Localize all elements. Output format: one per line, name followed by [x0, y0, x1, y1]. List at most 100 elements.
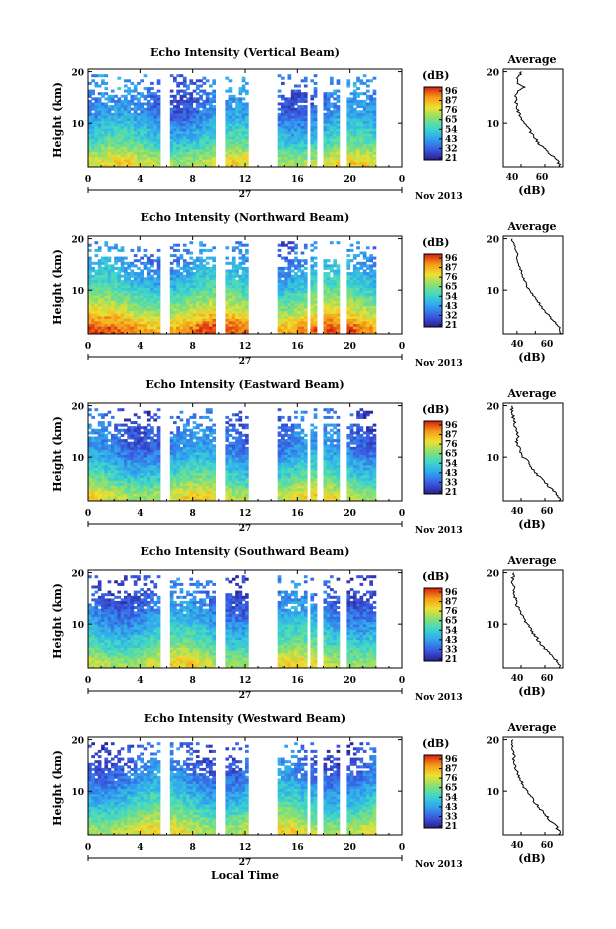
- heatmap-cell: [137, 287, 141, 291]
- heatmap-cell: [241, 290, 246, 294]
- heatmap-cell: [346, 295, 351, 299]
- heatmap-cell: [294, 146, 298, 150]
- heatmap-cell: [336, 97, 341, 101]
- heatmap-cell: [362, 287, 367, 291]
- heatmap-cell: [235, 99, 239, 103]
- heatmap-cell: [202, 313, 207, 317]
- heatmap-cell: [303, 92, 308, 96]
- heatmap-cell: [199, 259, 203, 263]
- heatmap-cell: [192, 475, 197, 479]
- heatmap-cell: [124, 102, 128, 106]
- heatmap-cell: [290, 136, 295, 140]
- heatmap-cell: [281, 323, 285, 327]
- heatmap-cell: [297, 118, 301, 121]
- heatmap-cell: [235, 123, 239, 127]
- heatmap-cell: [235, 130, 239, 134]
- heatmap-cell: [127, 308, 131, 312]
- heatmap-cell: [284, 125, 288, 129]
- heatmap-cell: [356, 285, 360, 288]
- heatmap-cell: [199, 328, 203, 332]
- heatmap-cell: [107, 274, 112, 278]
- heatmap-cell: [182, 459, 187, 463]
- heatmap-cell: [110, 264, 115, 268]
- heatmap-cell: [346, 141, 351, 145]
- heatmap-cell: [369, 274, 373, 278]
- heatmap-cell: [294, 308, 298, 312]
- heatmap-cell: [133, 110, 138, 114]
- heatmap-cell: [153, 161, 158, 165]
- heatmap-cell: [104, 459, 109, 463]
- heatmap-cell: [199, 159, 203, 163]
- heatmap-cell: [369, 125, 373, 129]
- heatmap-cell: [359, 151, 364, 155]
- heatmap-cell: [366, 297, 370, 301]
- heatmap-cell: [228, 164, 233, 168]
- heatmap-cell: [192, 477, 197, 481]
- heatmap-cell: [346, 266, 351, 270]
- heatmap-cell: [153, 326, 158, 330]
- heatmap-cell: [245, 305, 249, 309]
- heatmap-cell: [333, 269, 337, 273]
- heatmap-cell: [110, 300, 115, 304]
- heatmap-cell: [281, 143, 285, 147]
- heatmap-cell: [245, 300, 249, 304]
- heatmap-cell: [143, 485, 148, 489]
- heatmap-cell: [366, 246, 370, 250]
- heatmap-cell: [94, 287, 99, 291]
- heatmap-cell: [228, 107, 233, 111]
- heatmap-cell: [153, 446, 158, 450]
- heatmap-cell: [137, 279, 141, 283]
- heatmap-cell: [182, 467, 187, 471]
- heatmap-cell: [143, 261, 148, 265]
- heatmap-cell: [182, 151, 187, 155]
- heatmap-cell: [245, 125, 249, 129]
- heatmap-cell: [349, 102, 354, 106]
- heatmap-cell: [94, 84, 99, 88]
- heatmap-cell: [176, 256, 180, 260]
- heatmap-cell: [303, 161, 308, 165]
- heatmap-cell: [300, 331, 305, 335]
- heatmap-cell: [245, 130, 249, 134]
- heatmap-cell: [117, 248, 122, 252]
- heatmap-cell: [173, 292, 177, 296]
- heatmap-cell: [140, 151, 144, 155]
- heatmap-cell: [330, 295, 334, 299]
- heatmap-cell: [120, 161, 125, 165]
- heatmap-cell: [130, 151, 135, 155]
- heatmap-cell: [294, 123, 298, 127]
- heatmap-cell: [133, 136, 138, 140]
- heatmap-cell: [107, 125, 112, 129]
- heatmap-cell: [130, 300, 135, 304]
- heatmap-cell: [303, 310, 308, 314]
- heatmap-cell: [124, 277, 128, 281]
- heatmap-cell: [169, 282, 174, 286]
- heatmap-cell: [137, 498, 141, 502]
- heatmap-cell: [117, 459, 122, 463]
- heatmap-cell: [189, 285, 194, 288]
- heatmap-cell: [133, 313, 138, 317]
- heatmap-cell: [303, 136, 308, 140]
- heatmap-cell: [127, 99, 131, 103]
- heatmap-cell: [277, 143, 282, 147]
- heatmap-cell: [133, 462, 138, 466]
- heatmap-cell: [156, 477, 161, 481]
- heatmap-cell: [231, 321, 236, 325]
- heatmap-cell: [287, 148, 292, 152]
- heatmap-cell: [303, 243, 308, 247]
- heatmap-cell: [150, 315, 154, 319]
- heatmap-cell: [212, 154, 216, 158]
- heatmap-cell: [176, 439, 180, 443]
- heatmap-cell: [366, 326, 370, 330]
- heatmap-cell: [284, 277, 288, 281]
- heatmap-cell: [189, 303, 194, 307]
- heatmap-cell: [192, 482, 197, 486]
- heatmap-cell: [205, 326, 210, 330]
- heatmap-cell: [173, 452, 177, 455]
- heatmap-cell: [97, 457, 102, 461]
- heatmap-cell: [231, 133, 236, 137]
- heatmap-cell: [91, 441, 95, 445]
- heatmap-cell: [150, 480, 154, 484]
- heatmap-cell: [225, 295, 230, 299]
- heatmap-cell: [356, 133, 360, 137]
- heatmap-cell: [137, 477, 141, 481]
